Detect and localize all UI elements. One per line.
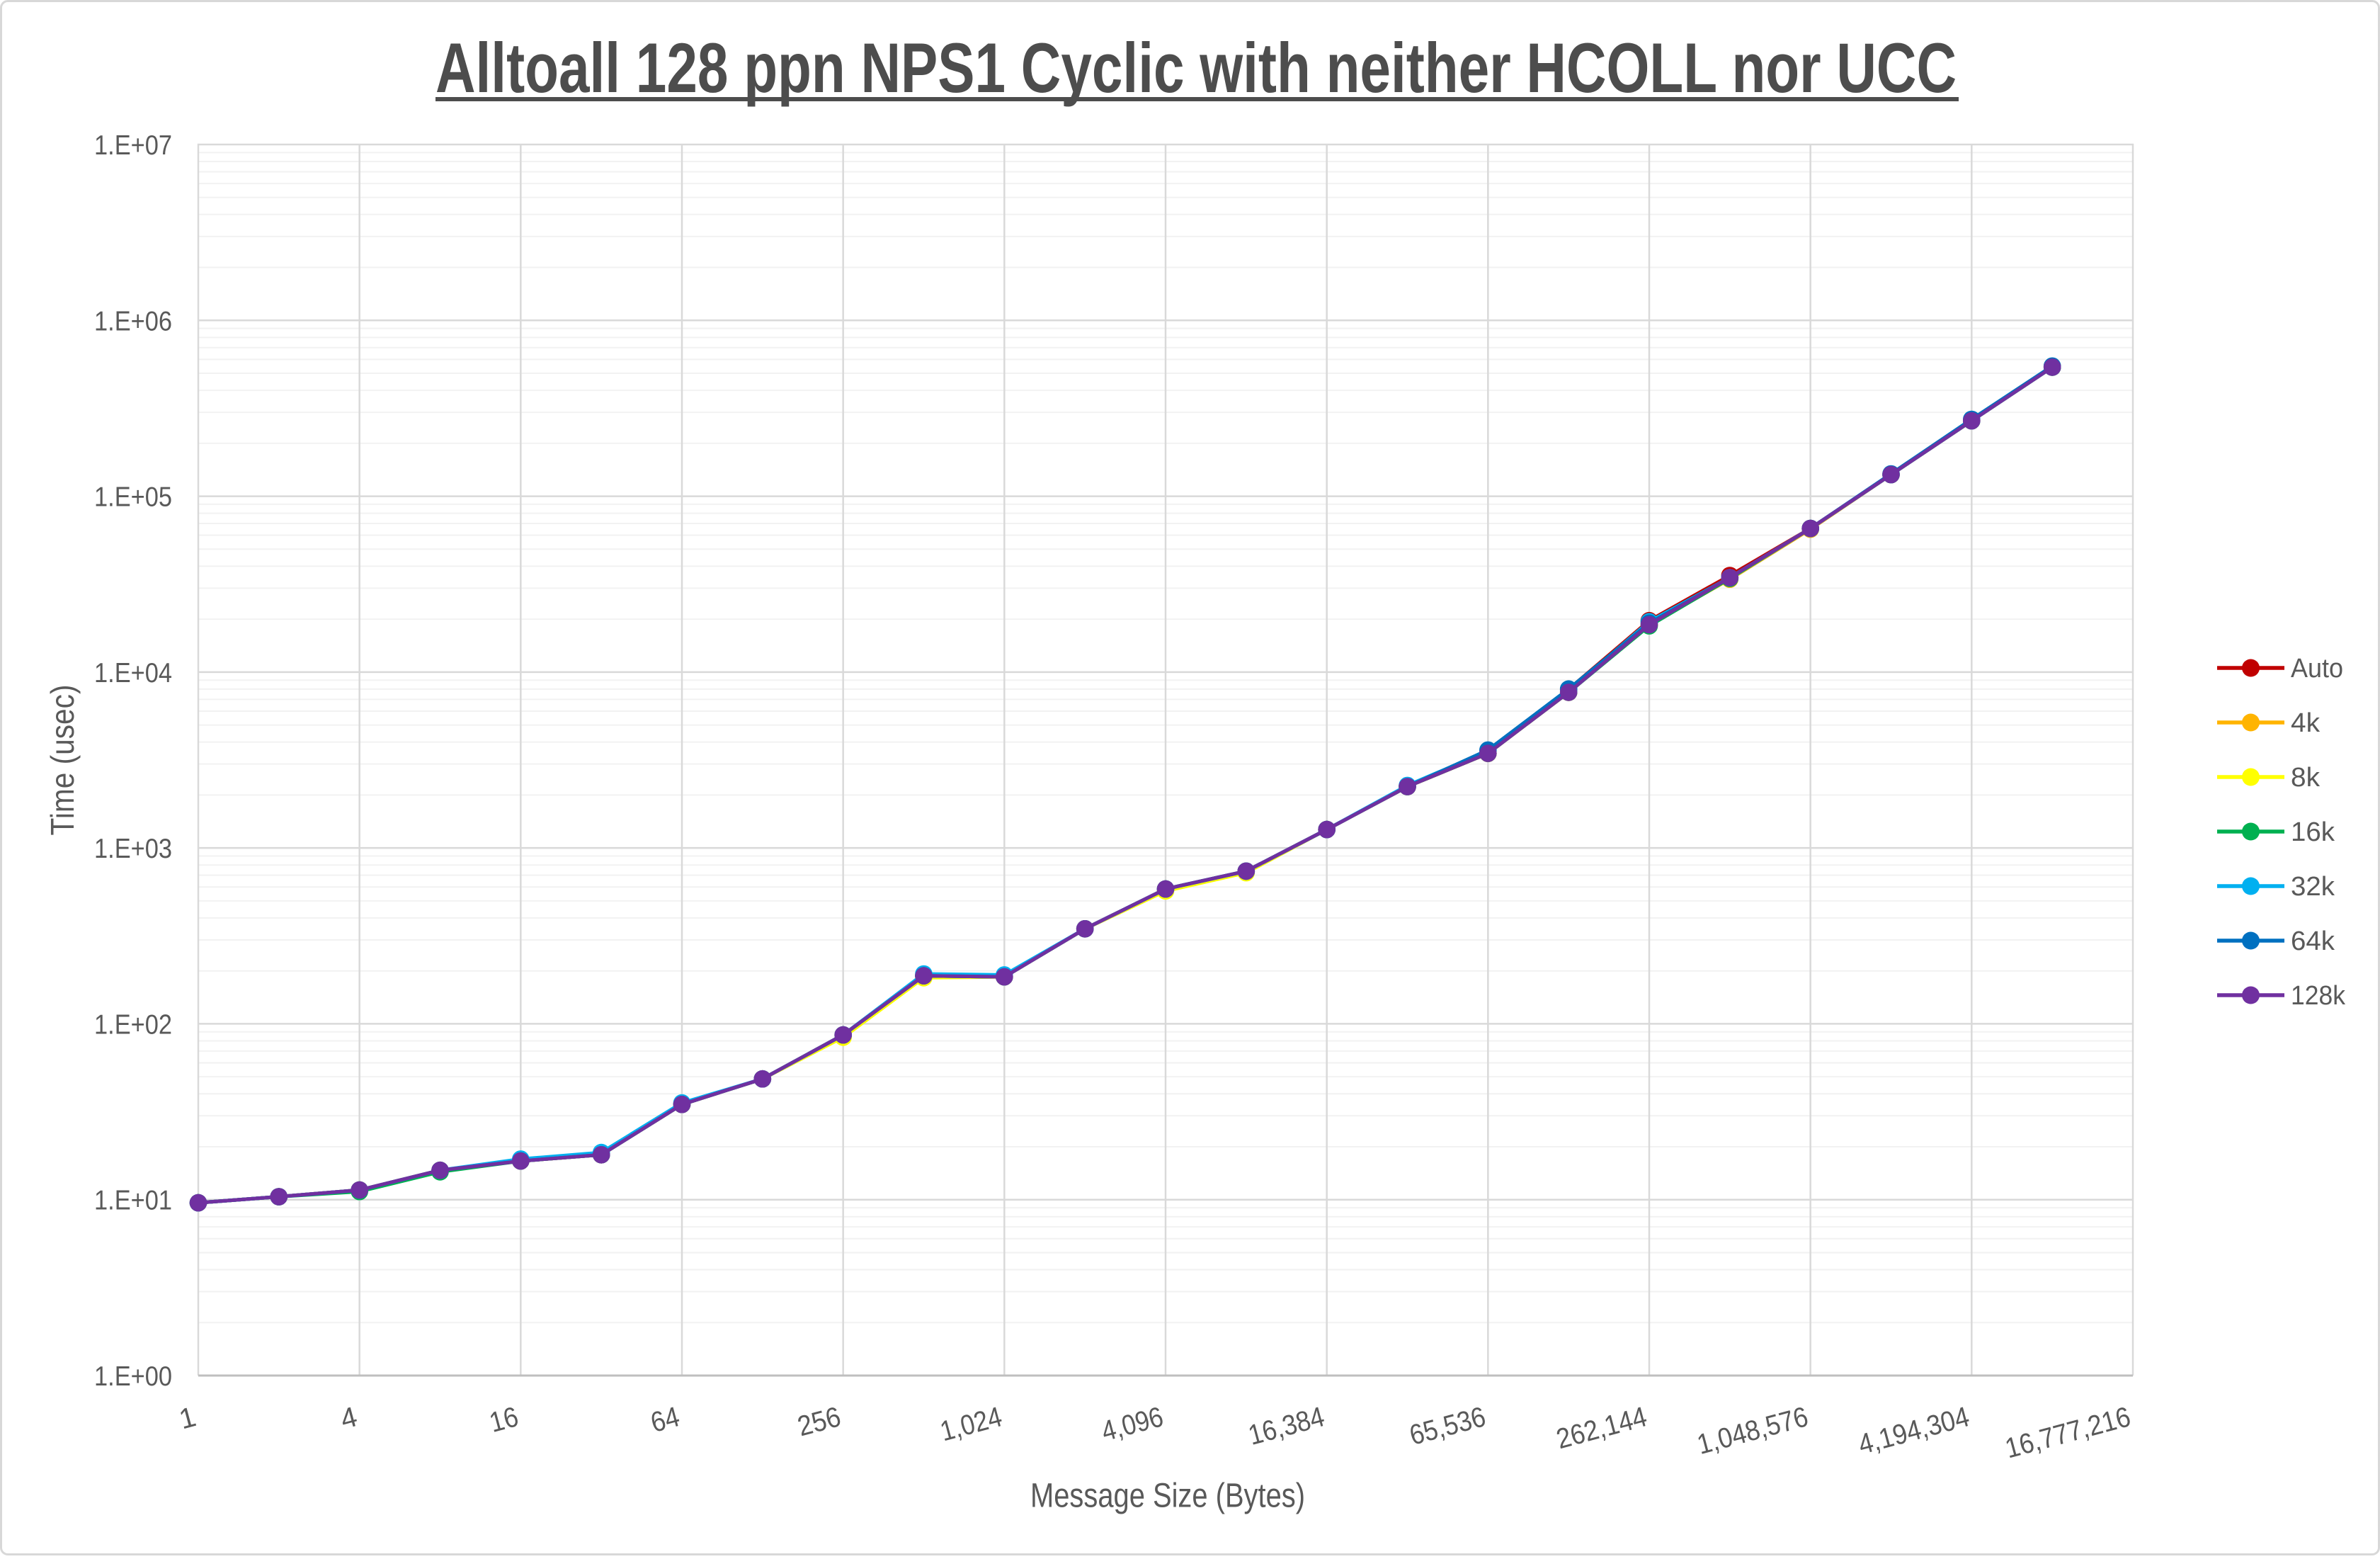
- svg-text:1.E+05: 1.E+05: [94, 482, 172, 513]
- svg-text:1.E+03: 1.E+03: [94, 834, 172, 864]
- svg-text:1.E+00: 1.E+00: [94, 1361, 172, 1392]
- svg-text:1.E+06: 1.E+06: [94, 306, 172, 336]
- svg-text:Message Size (Bytes): Message Size (Bytes): [1030, 1478, 1305, 1515]
- svg-text:4k: 4k: [2291, 708, 2321, 738]
- svg-text:Alltoall 128 ppn NPS1 Cyclic w: Alltoall 128 ppn NPS1 Cyclic with neithe…: [435, 28, 1957, 107]
- svg-text:1.E+07: 1.E+07: [94, 130, 172, 161]
- svg-text:16k: 16k: [2291, 817, 2335, 847]
- svg-text:1.E+04: 1.E+04: [94, 658, 172, 688]
- svg-text:1.E+02: 1.E+02: [94, 1009, 172, 1040]
- svg-text:Auto: Auto: [2291, 654, 2343, 684]
- svg-text:32k: 32k: [2291, 872, 2335, 902]
- svg-text:1.E+01: 1.E+01: [94, 1186, 172, 1216]
- svg-text:8k: 8k: [2291, 763, 2321, 793]
- svg-text:Time (usec): Time (usec): [44, 685, 81, 836]
- svg-text:64k: 64k: [2291, 926, 2335, 956]
- svg-text:128k: 128k: [2291, 981, 2346, 1011]
